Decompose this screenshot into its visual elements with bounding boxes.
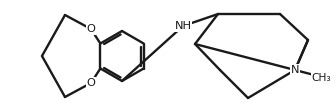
- Text: O: O: [87, 24, 95, 34]
- Text: NH: NH: [174, 21, 192, 31]
- Text: CH₃: CH₃: [311, 73, 331, 83]
- Text: O: O: [87, 78, 95, 88]
- Text: N: N: [291, 65, 299, 75]
